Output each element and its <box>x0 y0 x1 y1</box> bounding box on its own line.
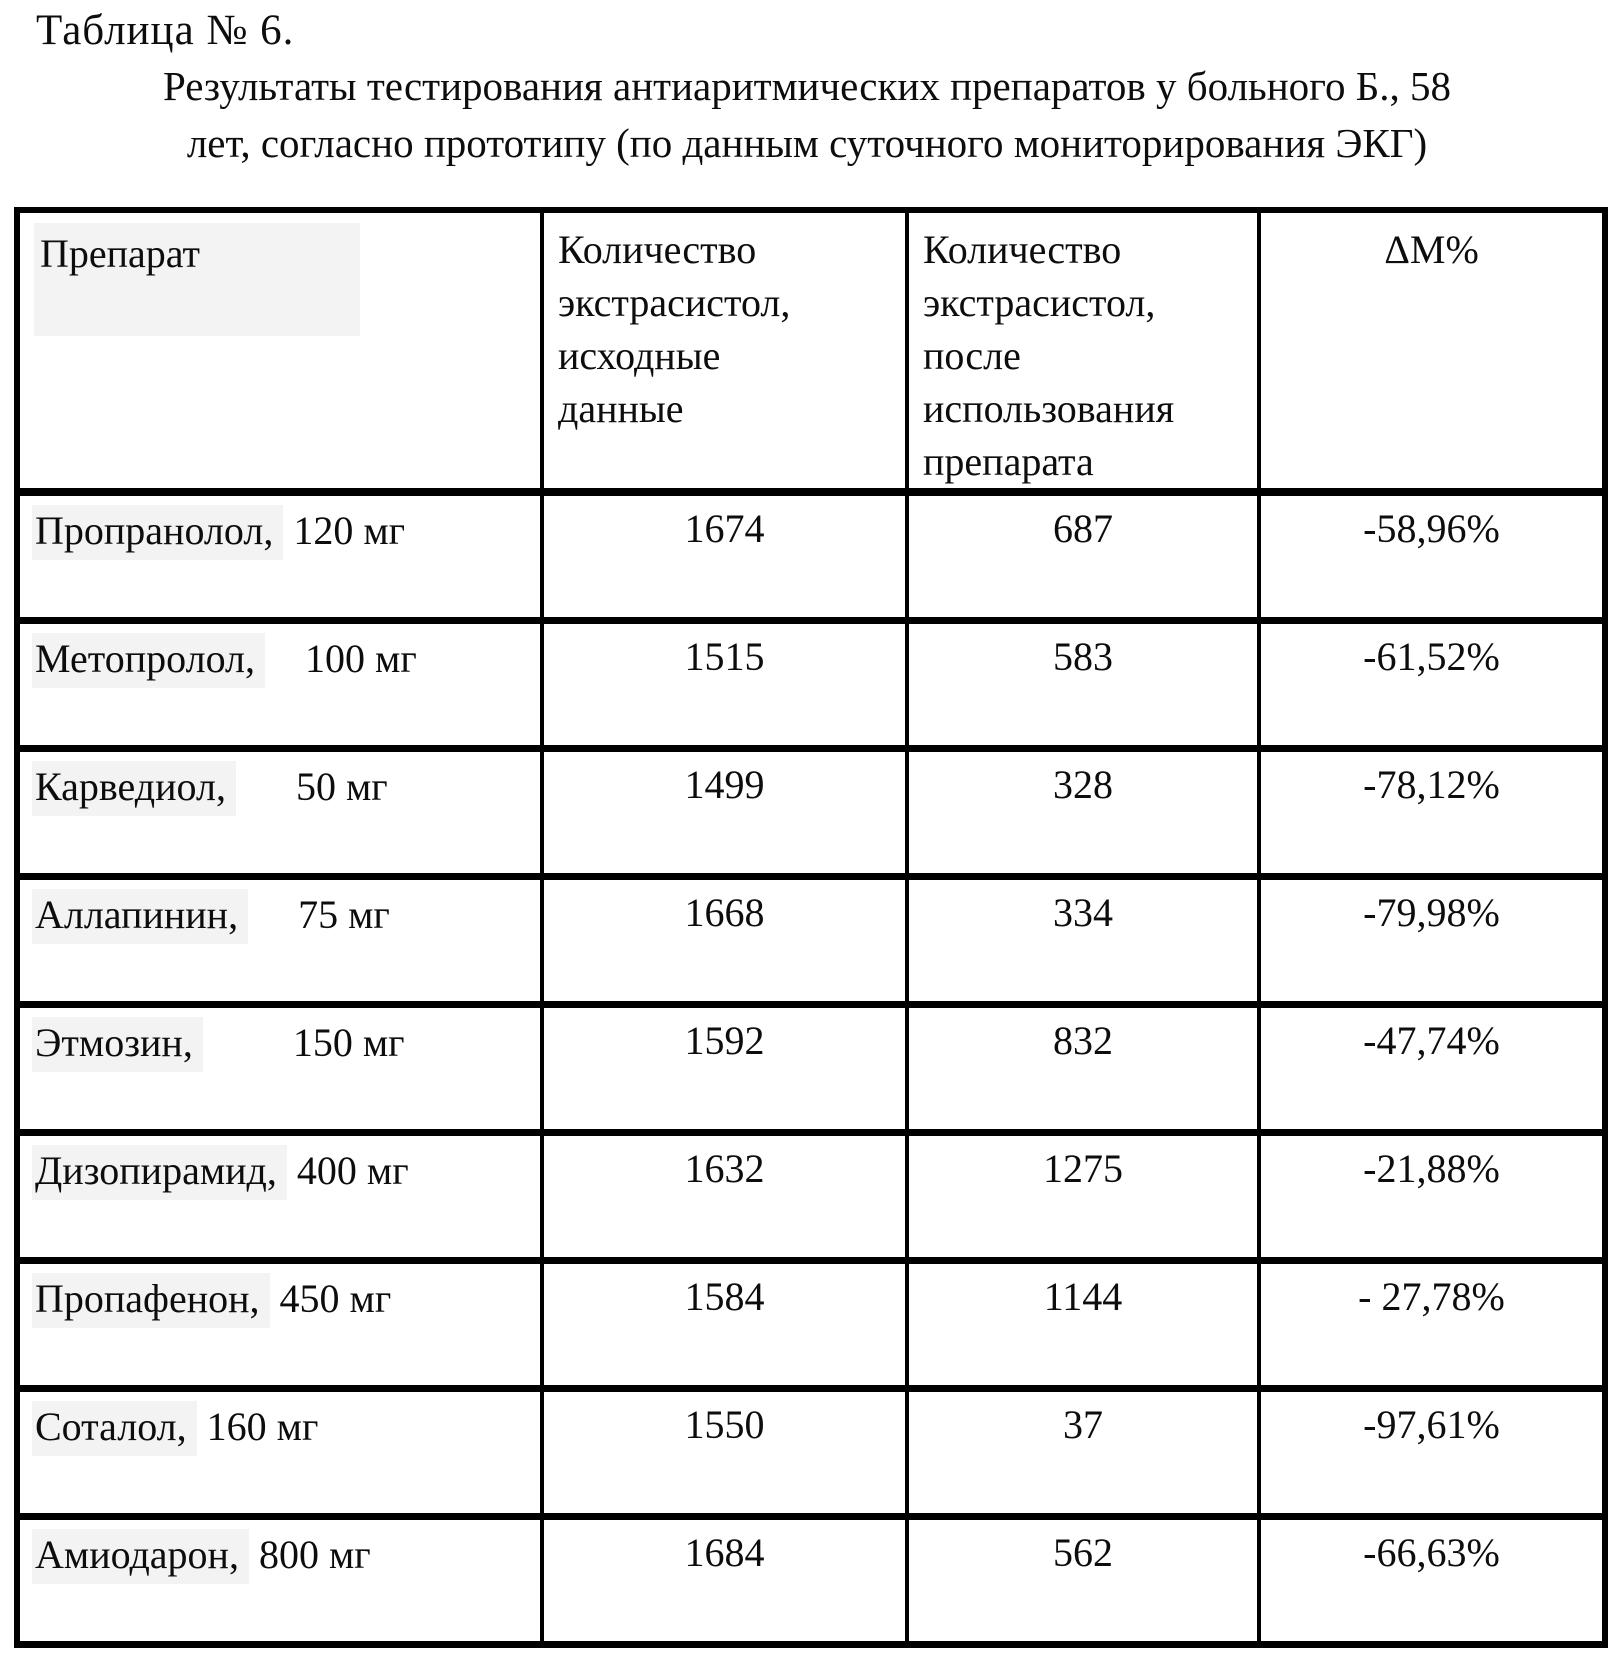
drug-dose: 50 мг <box>235 763 388 809</box>
column-header-baseline-label: Количество экстрасистол, исходные данные <box>558 227 791 431</box>
column-header-after-label: Количество экстрасистол, после использов… <box>923 227 1175 484</box>
delta-percent: -47,74% <box>1257 1000 1607 1136</box>
caption-line-2: лет, согласно прототипу (по данным суточ… <box>186 120 1428 166</box>
column-header-baseline: Количество экстрасистол, исходные данные <box>540 207 909 496</box>
table-row: Амиодарон, 800 мг 1684 562 -66,63% <box>15 1512 1607 1648</box>
baseline-count: 1592 <box>540 1000 909 1136</box>
table-row: Аллапинин, 75 мг 1668 334 -79,98% <box>15 872 1607 1008</box>
delta-percent: -66,63% <box>1257 1512 1607 1648</box>
table-body: Пропранолол, 120 мг 1674 687 -58,96% Мет… <box>15 488 1607 1648</box>
table-row: Дизопирамид, 400 мг 1632 1275 -21,88% <box>15 1128 1607 1264</box>
baseline-count: 1684 <box>540 1512 909 1648</box>
baseline-count: 1499 <box>540 744 909 880</box>
table-row: Соталол, 160 мг 1550 37 -97,61% <box>15 1384 1607 1520</box>
table-row: Этмозин, 150 мг 1592 832 -47,74% <box>15 1000 1607 1136</box>
after-count: 832 <box>905 1000 1261 1136</box>
table-row: Карведиол, 50 мг 1499 328 -78,12% <box>15 744 1607 880</box>
baseline-count: 1584 <box>540 1256 909 1392</box>
drug-dose: 100 мг <box>265 635 417 681</box>
table-caption: Результаты тестирования антиаритмических… <box>0 58 1614 172</box>
table-header-row: Препарат Количество экстрасистол, исходн… <box>15 207 1607 496</box>
baseline-count: 1550 <box>540 1384 909 1520</box>
drug-dose: 800 мг <box>248 1531 371 1577</box>
baseline-count: 1632 <box>540 1128 909 1264</box>
drug-name: Аллапинин, <box>32 888 249 944</box>
column-header-drug: Препарат <box>15 207 544 496</box>
table-row: Пропранолол, 120 мг 1674 687 -58,96% <box>15 488 1607 624</box>
column-header-after: Количество экстрасистол, после использов… <box>905 207 1261 496</box>
drug-name: Этмозин, <box>32 1016 203 1072</box>
delta-percent: -97,61% <box>1257 1384 1607 1520</box>
after-count: 583 <box>905 616 1261 752</box>
drug-name: Дизопирамид, <box>32 1144 287 1200</box>
drug-name: Соталол, <box>32 1400 197 1456</box>
delta-percent: -79,98% <box>1257 872 1607 1008</box>
after-count: 562 <box>905 1512 1261 1648</box>
delta-percent: -21,88% <box>1257 1128 1607 1264</box>
drug-name: Амиодарон, <box>32 1528 249 1584</box>
column-header-drug-label: Препарат <box>34 223 360 336</box>
caption-line-1: Результаты тестирования антиаритмических… <box>162 63 1452 109</box>
delta-percent: -58,96% <box>1257 488 1607 624</box>
results-table: Препарат Количество экстрасистол, исходн… <box>14 207 1608 1648</box>
table-row: Метопролол, 100 мг 1515 583 -61,52% <box>15 616 1607 752</box>
drug-dose: 450 мг <box>269 1275 392 1321</box>
after-count: 334 <box>905 872 1261 1008</box>
after-count: 37 <box>905 1384 1261 1520</box>
delta-percent: - 27,78% <box>1257 1256 1607 1392</box>
drug-dose: 120 мг <box>283 508 406 553</box>
drug-name: Пропранолол, <box>32 505 284 560</box>
delta-percent: -78,12% <box>1257 744 1607 880</box>
baseline-count: 1515 <box>540 616 909 752</box>
delta-percent: -61,52% <box>1257 616 1607 752</box>
after-count: 1275 <box>905 1128 1261 1264</box>
drug-dose: 160 мг <box>196 1403 319 1449</box>
drug-dose: 75 мг <box>248 891 390 937</box>
drug-name: Пропафенон, <box>32 1272 270 1328</box>
column-header-delta: ΔМ% <box>1257 207 1607 496</box>
baseline-count: 1668 <box>540 872 909 1008</box>
after-count: 687 <box>905 488 1261 624</box>
table-row: Пропафенон, 450 мг 1584 1144 - 27,78% <box>15 1256 1607 1392</box>
after-count: 1144 <box>905 1256 1261 1392</box>
drug-name: Метопролол, <box>32 632 266 688</box>
drug-name: Карведиол, <box>32 760 236 816</box>
table-number-label: Таблица № 6. <box>36 7 295 54</box>
baseline-count: 1674 <box>540 488 909 624</box>
drug-dose: 150 мг <box>202 1019 405 1065</box>
drug-dose: 400 мг <box>286 1147 409 1193</box>
after-count: 328 <box>905 744 1261 880</box>
